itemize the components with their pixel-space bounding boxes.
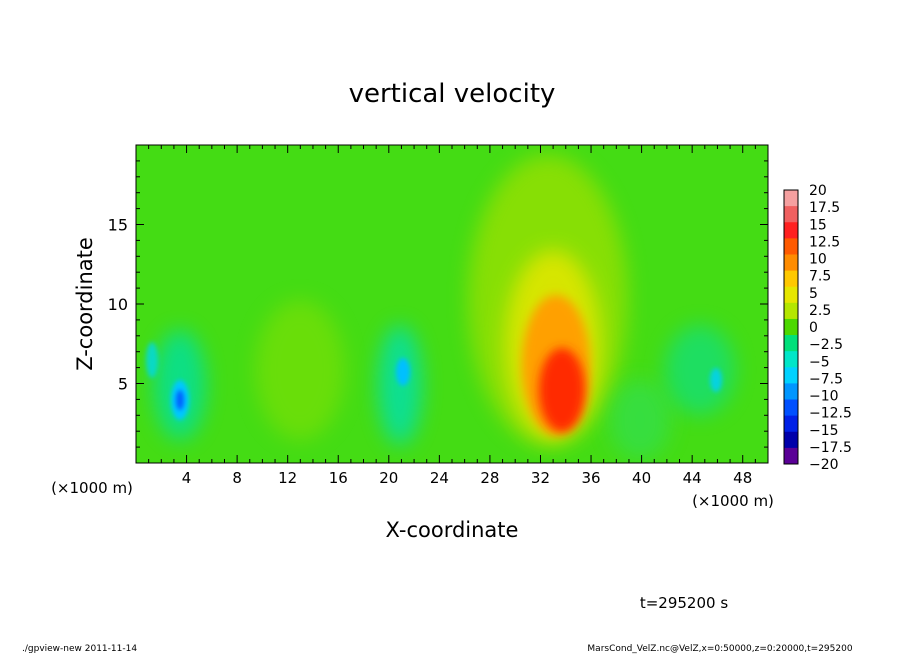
colorbar-label: 20 (809, 183, 827, 199)
heatmap-downdraft-3-outer (378, 325, 422, 445)
footer-right: MarsCond_VelZ.nc@VelZ,x=0:50000,z=0:2000… (587, 644, 852, 654)
colorbar-label: 17.5 (809, 200, 840, 216)
colorbar-swatch (784, 270, 798, 288)
colorbar-label: −2.5 (809, 337, 843, 353)
footer-left: ./gpview-new 2011-11-14 (22, 644, 137, 654)
x-tick-label: 40 (632, 469, 651, 487)
colorbar-swatch (784, 302, 798, 320)
x-axis-tick-labels: 4 8 12 16 20 24 28 32 36 40 44 48 (182, 469, 752, 487)
x-tick-label: 28 (480, 469, 499, 487)
colorbar-swatch (784, 415, 798, 433)
colorbar-swatch (784, 383, 798, 401)
time-annotation: t=295200 s (640, 594, 728, 612)
heatmap-patch-warm (255, 300, 345, 440)
y-axis-ticks (136, 160, 768, 448)
colorbar-swatch (784, 431, 798, 449)
heatmap-background (136, 145, 768, 463)
x-tick-label: 12 (278, 469, 297, 487)
heatmap-downdraft-5 (710, 368, 722, 392)
colorbar-label: −5 (809, 354, 830, 370)
heatmap-field (136, 145, 768, 463)
colorbar-swatch (784, 206, 798, 223)
y-axis-label: Z-coordinate (73, 237, 97, 371)
x-axis-ticks (148, 145, 756, 463)
heatmap-downdraft-3-core (396, 358, 410, 386)
colorbar-swatch (784, 222, 798, 239)
colorbar-label: −20 (809, 457, 839, 473)
x-tick-label: 8 (232, 469, 242, 487)
x-tick-label: 32 (531, 469, 550, 487)
heatmap-patch-cool-1 (610, 380, 670, 460)
colorbar-label: 10 (809, 252, 827, 268)
colorbar-label: −12.5 (809, 406, 852, 422)
colorbar-swatch (784, 399, 798, 417)
colorbar-label: 7.5 (809, 269, 831, 285)
colorbar-label: −10 (809, 389, 839, 405)
colorbar-swatch (784, 351, 798, 368)
colorbar-label: 0 (809, 320, 818, 336)
heatmap-downdraft-4 (665, 325, 735, 415)
colorbar (783, 189, 799, 465)
x-tick-label: 44 (683, 469, 702, 487)
x-axis-label: X-coordinate (386, 518, 519, 542)
x-tick-label: 48 (733, 469, 752, 487)
colorbar-frame (783, 189, 799, 465)
colorbar-label: 15 (809, 217, 827, 233)
colorbar-swatch (784, 190, 798, 207)
y-tick-label: 10 (108, 295, 128, 314)
colorbar-swatch (784, 447, 798, 465)
y-tick-label: 5 (118, 375, 128, 394)
heatmap-downdraft-2 (146, 342, 158, 378)
x-tick-label: 16 (329, 469, 348, 487)
colorbar-swatch (784, 318, 798, 336)
colorbar-label: 5 (809, 286, 818, 302)
colorbar-swatch (784, 238, 798, 255)
chart-title: vertical velocity (349, 79, 556, 109)
x-unit-right: (×1000 m) (692, 492, 774, 510)
colorbar-label: −15 (809, 423, 839, 439)
colorbar-swatch (784, 335, 798, 352)
colorbar-label: −7.5 (809, 371, 843, 387)
x-tick-label: 20 (379, 469, 398, 487)
x-tick-label: 36 (581, 469, 600, 487)
colorbar-label: 2.5 (809, 303, 831, 319)
x-tick-label: 4 (182, 469, 192, 487)
heatmap-core-red (539, 348, 585, 432)
y-axis-tick-labels: 5 10 15 (108, 216, 128, 394)
x-tick-label: 24 (430, 469, 449, 487)
colorbar-swatch (784, 367, 798, 384)
colorbar-label: 12.5 (809, 234, 840, 250)
y-tick-label: 15 (108, 216, 128, 235)
x-unit-left: (×1000 m) (51, 479, 133, 497)
colorbar-swatch (784, 254, 798, 272)
heatmap-downdraft-1-core (176, 390, 184, 410)
colorbar-swatch (784, 286, 798, 304)
colorbar-label: −17.5 (809, 440, 852, 456)
